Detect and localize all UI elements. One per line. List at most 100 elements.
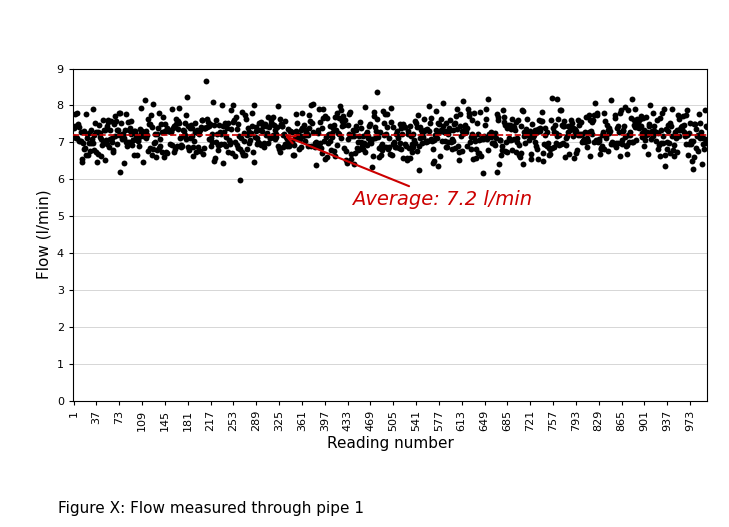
Point <box>666 105 678 113</box>
Point <box>652 145 663 153</box>
Point <box>639 136 651 144</box>
Point <box>298 125 310 133</box>
Point <box>456 127 467 135</box>
Point <box>529 126 540 134</box>
Point <box>370 123 381 131</box>
Point <box>327 123 339 132</box>
Point <box>333 114 345 123</box>
Point <box>372 132 383 141</box>
Point <box>150 152 162 161</box>
Point <box>319 112 331 120</box>
Point <box>227 101 239 110</box>
Point <box>329 152 340 161</box>
Point <box>688 153 700 161</box>
Point <box>610 139 622 147</box>
Point <box>495 150 507 159</box>
Point <box>184 134 196 142</box>
Point <box>166 141 178 149</box>
Point <box>544 150 555 158</box>
Point <box>633 124 644 132</box>
Point <box>246 121 257 130</box>
Point <box>640 113 652 121</box>
Point <box>516 106 528 114</box>
Point <box>93 120 105 129</box>
Point <box>303 130 314 139</box>
Point <box>338 121 350 130</box>
Point <box>365 139 377 147</box>
Point <box>626 138 638 147</box>
Point <box>589 99 601 107</box>
Point <box>649 122 660 131</box>
Point <box>296 123 308 132</box>
Point <box>349 149 361 158</box>
Point <box>229 152 241 160</box>
Point <box>567 132 579 140</box>
Point <box>330 113 341 121</box>
Point <box>273 101 284 110</box>
Point <box>522 129 534 138</box>
Point <box>217 159 229 168</box>
Point <box>77 155 88 163</box>
Point <box>269 135 281 143</box>
Point <box>573 121 585 130</box>
Point <box>683 129 695 138</box>
Point <box>289 126 301 135</box>
Point <box>502 148 513 157</box>
Point <box>607 140 618 148</box>
Point <box>591 110 603 119</box>
Point <box>183 145 195 154</box>
Point <box>512 116 524 124</box>
Point <box>564 125 575 134</box>
Point <box>211 115 222 124</box>
Point <box>356 142 368 150</box>
Point <box>90 128 102 136</box>
Point <box>311 138 322 147</box>
Point <box>440 137 451 145</box>
Point <box>319 155 330 163</box>
Point <box>225 106 237 114</box>
Point <box>459 121 471 129</box>
Point <box>292 133 303 141</box>
Point <box>131 151 143 159</box>
Point <box>352 138 364 147</box>
Point <box>461 124 473 132</box>
Point <box>562 122 574 130</box>
Point <box>421 125 433 134</box>
Point <box>382 123 394 132</box>
Point <box>330 126 342 134</box>
Point <box>293 145 305 153</box>
Point <box>569 125 580 133</box>
Point <box>553 114 564 123</box>
Point <box>147 122 158 131</box>
Point <box>483 95 494 103</box>
Point <box>535 117 547 125</box>
Point <box>355 124 367 132</box>
Point <box>130 131 141 139</box>
Point <box>278 143 289 152</box>
X-axis label: Reading number: Reading number <box>327 436 453 452</box>
Point <box>675 123 687 131</box>
Point <box>380 130 391 138</box>
Point <box>582 137 593 145</box>
Point <box>656 109 668 117</box>
Point <box>531 144 543 153</box>
Point <box>685 137 697 145</box>
Point <box>417 133 429 141</box>
Point <box>94 128 106 136</box>
Point <box>546 144 558 152</box>
Point <box>568 154 580 162</box>
Point <box>667 145 679 154</box>
Point <box>585 127 597 135</box>
Point <box>144 120 155 128</box>
Point <box>701 139 712 147</box>
Point <box>224 138 235 146</box>
Point <box>335 134 347 143</box>
Point <box>540 141 552 149</box>
Point <box>528 133 539 142</box>
Point <box>651 115 663 124</box>
Point <box>174 104 185 113</box>
Point <box>139 96 151 104</box>
Point <box>327 129 338 138</box>
Point <box>645 128 657 136</box>
Point <box>266 119 278 128</box>
